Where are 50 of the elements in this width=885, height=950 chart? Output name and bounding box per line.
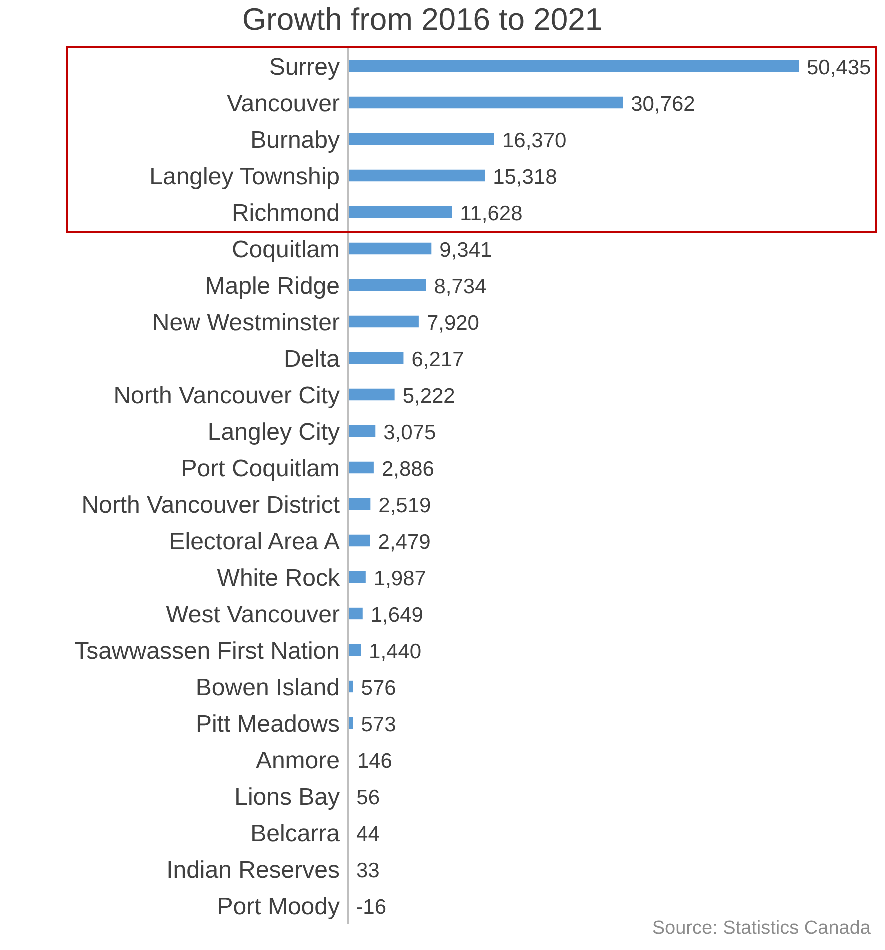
y-tick-label: Coquitlam: [232, 236, 340, 264]
y-tick-label: Vancouver: [227, 90, 340, 118]
y-tick-label: Bowen Island: [196, 674, 340, 702]
data-label: 11,628: [460, 202, 523, 226]
data-label: 146: [357, 750, 392, 773]
y-tick-label: New Westminster: [152, 309, 340, 336]
data-label: 8,734: [434, 275, 488, 298]
y-tick-label: Delta: [284, 346, 341, 373]
data-label: 56: [356, 786, 380, 810]
data-label: 1,649: [370, 604, 424, 627]
y-tick-label: Electoral Area A: [169, 528, 340, 556]
y-tick-label: North Vancouver City: [114, 382, 340, 410]
y-tick-label: Langley Township: [150, 163, 340, 190]
data-label: 6,217: [412, 348, 464, 372]
data-label: 15,318: [493, 166, 558, 189]
y-tick-label: Richmond: [232, 200, 340, 227]
y-tick-label: West Vancouver: [166, 601, 340, 628]
data-label: 1,440: [369, 640, 422, 664]
chart-title: Growth from 2016 to 2021: [241, 2, 604, 38]
y-tick-label: Anmore: [256, 747, 340, 774]
data-label: 7,920: [426, 312, 480, 335]
data-label: 44: [356, 822, 380, 846]
data-label: 9,341: [440, 238, 492, 262]
data-label: 30,762: [631, 92, 696, 116]
data-label: 2,519: [378, 494, 432, 518]
data-label: 3,075: [384, 421, 436, 444]
y-tick-label: Pitt Meadows: [196, 710, 340, 738]
y-tick-label: Lions Bay: [234, 784, 340, 811]
y-tick-label: Maple Ridge: [205, 272, 340, 300]
y-tick-label: North Vancouver District: [82, 492, 340, 519]
y-tick-label: Tsawwassen First Nation: [74, 638, 340, 665]
data-label: 50,435: [807, 56, 872, 80]
data-label: 2,479: [378, 530, 431, 554]
data-label: 2,886: [382, 458, 435, 481]
data-label: -16: [356, 896, 386, 919]
data-label: 16,370: [502, 129, 567, 152]
y-tick-label: White Rock: [217, 564, 341, 592]
annotation: Source: Statistics Canada: [652, 918, 871, 940]
y-tick-label: Port Moody: [217, 893, 340, 920]
data-label: 576: [361, 676, 396, 700]
data-label: 1,987: [374, 567, 426, 590]
y-tick-label: Port Coquitlam: [181, 455, 340, 482]
data-label: 5,222: [402, 384, 456, 408]
data-label: 573: [361, 713, 396, 736]
y-tick-label: Burnaby: [250, 126, 340, 154]
y-tick-label: Indian Reserves: [166, 856, 340, 884]
y-tick-label: Langley City: [208, 418, 340, 446]
y-tick-label: Belcarra: [250, 820, 341, 848]
data-label: 33: [356, 859, 380, 882]
y-tick-label: Surrey: [269, 54, 340, 81]
